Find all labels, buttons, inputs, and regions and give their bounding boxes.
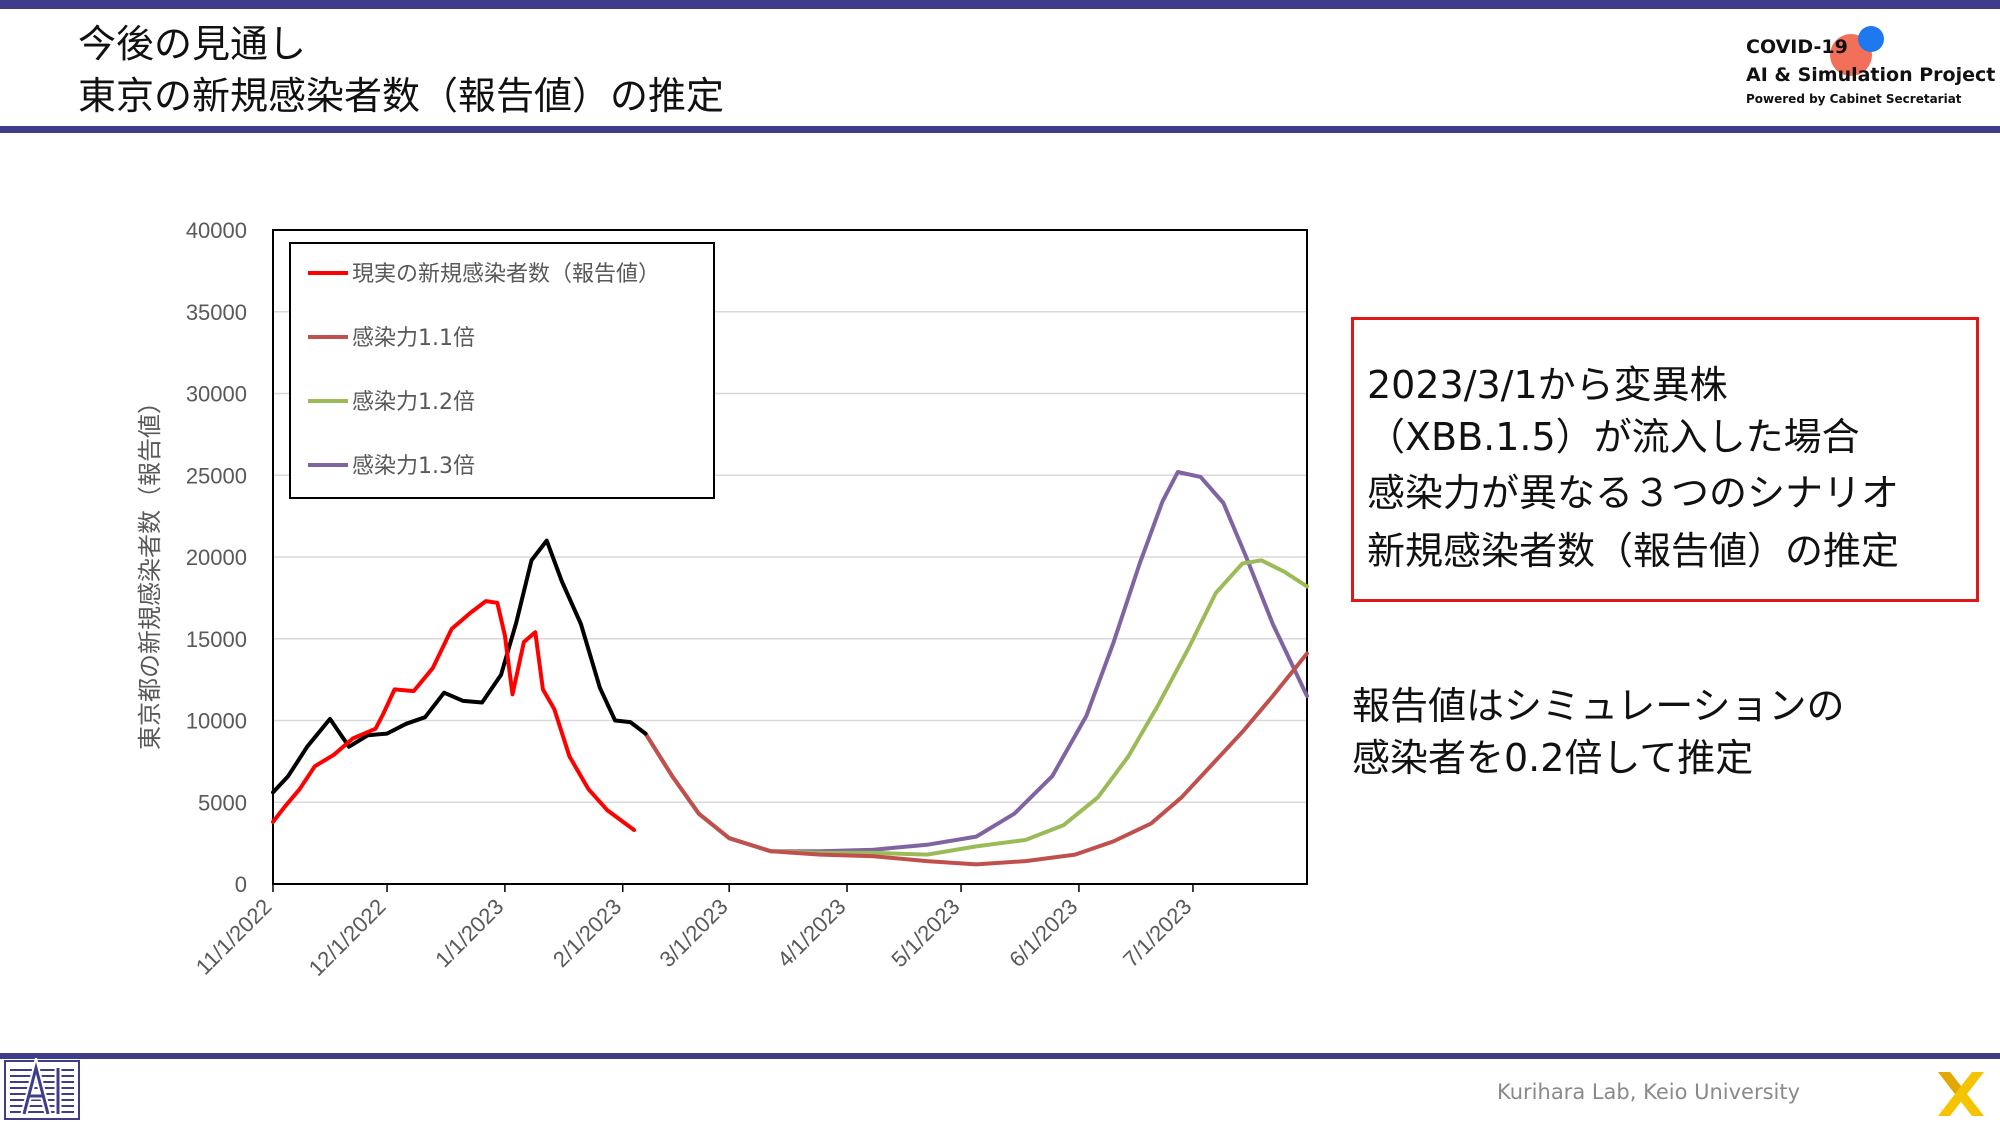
y-tick-label: 0	[235, 872, 247, 897]
scenario-line4: 新規感染者数（報告値）の推定	[1367, 529, 1900, 573]
page-title-line2: 東京の新規感染者数（報告値）の推定	[78, 74, 725, 118]
infection-forecast-chart: 0 5000 10000 15000 20000 25000 30000 35000 40000…	[137, 218, 1309, 981]
y-tick-label: 5000	[198, 790, 247, 815]
legend-label: 感染力1.1倍	[352, 326, 475, 351]
x-tick-label: 3/1/2023	[654, 894, 732, 972]
y-tick-label: 40000	[186, 218, 247, 243]
legend-label: 感染力1.2倍	[352, 390, 475, 415]
legend-label: 現実の新規感染者数（報告値）	[352, 262, 660, 287]
y-tick-label: 35000	[186, 300, 247, 325]
series-line	[643, 470, 1309, 854]
chart-series	[271, 470, 1309, 867]
logo-line3: Powered by Cabinet Secretariat	[1746, 92, 1962, 106]
page-title-line1: 今後の見通し	[78, 22, 307, 66]
series-line	[643, 651, 1309, 867]
x-tick-label: 2/1/2023	[548, 894, 626, 972]
top-theme-bar	[0, 0, 2000, 9]
y-axis-tick-labels: 0 5000 10000 15000 20000 25000 30000 35000 40000	[186, 218, 247, 897]
y-tick-label: 10000	[186, 709, 247, 734]
y-tick-label: 25000	[186, 463, 247, 488]
chart-axes	[272, 229, 1308, 892]
x-tick-label: 11/1/2022	[191, 894, 277, 980]
logo-line1: COVID-19	[1746, 36, 1848, 58]
note-line1: 報告値はシミュレーションの	[1352, 684, 1845, 728]
y-axis-label: 東京都の新規感染者数（報告値）	[137, 390, 164, 750]
x-tick-label: 6/1/2023	[1004, 894, 1082, 972]
x-tick-label: 12/1/2022	[304, 894, 391, 981]
x-tick-label: 7/1/2023	[1118, 894, 1196, 972]
legend-box	[289, 242, 715, 499]
series-line	[643, 558, 1309, 857]
y-tick-label: 15000	[186, 627, 247, 652]
y-tick-label: 20000	[186, 545, 247, 570]
footer-divider	[0, 1053, 2000, 1059]
scenario-line1: 2023/3/1から変異株	[1367, 363, 1728, 407]
footer-credit: Kurihara Lab, Keio University	[1497, 1080, 1801, 1104]
x-tick-label: 5/1/2023	[886, 894, 964, 972]
legend-label: 感染力1.3倍	[352, 454, 475, 479]
logo-blue-circle-icon	[1858, 26, 1884, 52]
series-line	[271, 538, 648, 795]
x-axis-tick-labels: 11/1/2022 12/1/2022 1/1/2023 2/1/2023 3/1/20…	[191, 894, 1197, 981]
y-tick-label: 30000	[186, 382, 247, 407]
scenario-line2: （XBB.1.5）が流入した場合	[1367, 415, 1860, 459]
scenario-callout-box: 2023/3/1から変異株 （XBB.1.5）が流入した場合 感染力が異なる３つ…	[1351, 317, 1979, 602]
scenario-line3: 感染力が異なる３つのシナリオ	[1367, 471, 1900, 515]
page-title: 今後の見通し 東京の新規感染者数（報告値）の推定	[78, 18, 724, 122]
header-divider	[0, 126, 2000, 133]
plot-area-frame	[272, 229, 1308, 885]
series-line	[271, 599, 637, 832]
ai-lab-logo-icon	[4, 1058, 80, 1120]
x-tick-label: 4/1/2023	[772, 894, 850, 972]
note-line2: 感染者を0.2倍して推定	[1352, 736, 1754, 780]
logo-line2: AI & Simulation Project	[1746, 64, 1996, 86]
reporting-note: 報告値はシミュレーションの 感染者を0.2倍して推定	[1352, 680, 1844, 784]
x-brand-logo-icon	[1938, 1072, 1984, 1116]
covid19-project-logo: COVID-19 AI & Simulation Project Powered…	[1746, 26, 1995, 116]
x-tick-label: 1/1/2023	[430, 894, 508, 972]
